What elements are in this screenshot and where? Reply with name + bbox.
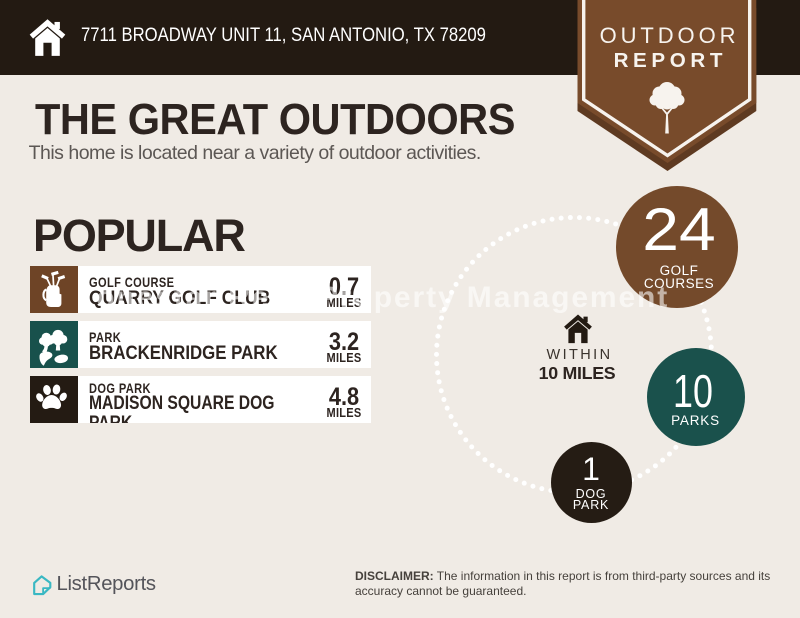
svg-text:REPORT: REPORT	[614, 49, 727, 72]
svg-text:OUTDOOR: OUTDOOR	[600, 23, 740, 48]
